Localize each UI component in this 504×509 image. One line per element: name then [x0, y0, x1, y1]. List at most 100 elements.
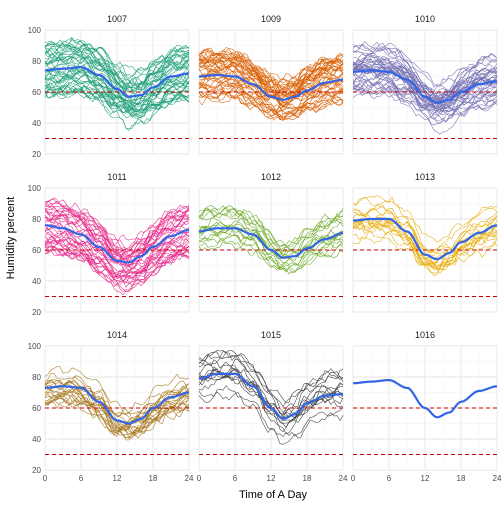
series-line: [198, 234, 344, 272]
series-line: [44, 366, 190, 415]
y-tick-label: 20: [32, 150, 41, 159]
smooth-trend-line: [352, 217, 498, 261]
smooth-trend-line: [198, 372, 343, 421]
facet-panel-1009: 1009: [198, 14, 344, 155]
facet-panel-1014: 1014 20 40 60 80 100 0 6 12 18 24: [28, 330, 194, 483]
y-tick-label: 100: [28, 26, 42, 35]
x-tick-label: 0: [197, 474, 202, 483]
series-line: [44, 199, 190, 250]
series-line: [44, 68, 190, 106]
series-line: [44, 81, 190, 119]
x-tick-label: 0: [351, 474, 356, 483]
series-line: [44, 84, 190, 120]
series-line: [44, 46, 190, 90]
series-line: [44, 381, 190, 431]
series-line: [198, 384, 344, 438]
smooth-trend-line: [44, 385, 190, 425]
series-line: [198, 62, 344, 104]
series-line: [198, 60, 344, 95]
x-tick-label: 0: [43, 474, 48, 483]
x-tick-label: 6: [233, 474, 238, 483]
series-line: [198, 47, 344, 86]
series-line: [198, 92, 344, 117]
y-tick-label: 80: [32, 215, 41, 224]
series-line: [352, 85, 498, 126]
series-line: [198, 86, 344, 119]
series-line: [352, 47, 498, 103]
series-line: [198, 205, 344, 247]
x-axis-title: Time of A Day: [239, 489, 308, 501]
series-line: [352, 218, 498, 260]
series-line: [44, 213, 190, 256]
series-line: [198, 350, 344, 415]
series-line: [352, 87, 498, 124]
series-line: [352, 40, 498, 100]
series-line: [44, 242, 190, 285]
y-tick-label: 20: [32, 308, 41, 317]
series-line: [44, 37, 190, 78]
facet-title: 1007: [107, 14, 127, 24]
series-line: [198, 355, 344, 408]
series-line: [198, 80, 344, 121]
series-line: [198, 207, 344, 258]
series-line: [198, 226, 344, 261]
series-line: [352, 42, 498, 87]
series-line: [198, 204, 344, 247]
series-line: [198, 57, 344, 92]
x-tick-label: 12: [421, 474, 430, 483]
series-line: [44, 71, 190, 111]
series-line: [198, 49, 344, 99]
series-line: [352, 68, 498, 111]
series-line: [198, 208, 344, 253]
series-line: [198, 391, 344, 445]
series-line: [198, 374, 344, 419]
facet-panel-1010: 1010: [352, 14, 498, 155]
facet-panel-1012: 1012: [198, 172, 344, 313]
facet-title: 1012: [261, 172, 281, 182]
series-line: [44, 49, 190, 88]
facet-title: 1013: [415, 172, 435, 182]
x-tick-label: 18: [303, 474, 312, 483]
series-line: [44, 394, 190, 429]
x-tick-label: 6: [79, 474, 84, 483]
facet-title: 1011: [107, 172, 126, 182]
series-line: [198, 59, 344, 100]
series-line: [44, 245, 190, 282]
series-line: [44, 43, 190, 86]
smooth-trend-line: [44, 224, 190, 264]
y-axis-title: Humidity percent: [5, 197, 17, 280]
x-tick-label: 24: [339, 474, 348, 483]
facet-title: 1014: [107, 330, 127, 340]
x-tick-label: 24: [185, 474, 194, 483]
series-line: [352, 63, 498, 108]
facet-title: 1009: [261, 14, 281, 24]
series-line: [198, 53, 344, 91]
series-line: [198, 67, 344, 99]
series-line: [352, 219, 498, 267]
series-line: [352, 55, 498, 103]
series-line: [352, 194, 498, 253]
series-line: [44, 224, 190, 279]
y-tick-label: 80: [32, 57, 41, 66]
series-line: [352, 79, 498, 110]
series-line: [44, 245, 190, 293]
series-line: [44, 49, 190, 86]
series-line: [352, 216, 498, 266]
series-line: [44, 56, 190, 99]
series-line: [352, 220, 498, 271]
series-line: [352, 230, 498, 270]
y-tick-label: 100: [28, 342, 42, 351]
series-line: [352, 55, 498, 96]
series-line: [198, 238, 344, 273]
series-line: [44, 200, 190, 245]
facet-title: 1016: [415, 330, 435, 340]
y-tick-label: 20: [32, 466, 41, 475]
x-tick-label: 24: [493, 474, 502, 483]
y-tick-label: 40: [32, 435, 41, 444]
x-tick-label: 18: [149, 474, 158, 483]
series-line: [44, 216, 190, 269]
y-tick-label: 60: [32, 404, 41, 413]
x-tick-label: 6: [387, 474, 392, 483]
